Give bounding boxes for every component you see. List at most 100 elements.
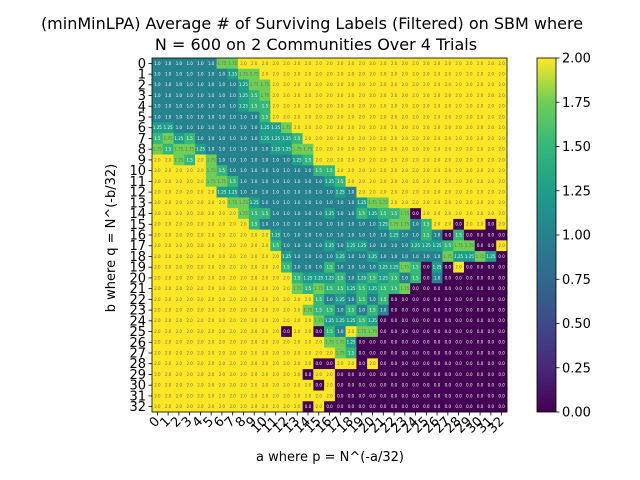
heatmap-cell-label: 2.0 (466, 147, 473, 152)
heatmap-cell-label: 1.0 (273, 189, 280, 194)
heatmap-cell-label: 2.0 (165, 275, 172, 280)
heatmap-cell-label: 0.0 (369, 372, 376, 377)
heatmap-cell (291, 240, 303, 252)
heatmap-cell (324, 154, 336, 166)
heatmap-cell (334, 208, 346, 220)
heatmap-cell (410, 326, 422, 338)
heatmap-cell-label: 2.0 (251, 254, 258, 259)
heatmap-cell-label: 2.0 (176, 179, 183, 184)
heatmap-cell-label: 2.0 (455, 147, 462, 152)
heatmap-cell-label: 0.0 (380, 350, 387, 355)
heatmap-cell-label: 2.0 (229, 372, 236, 377)
heatmap-cell (270, 304, 282, 316)
heatmap-cell-label: 0.0 (402, 372, 409, 377)
heatmap-cell-label: 1.0 (402, 243, 409, 248)
heatmap-cell (195, 79, 207, 91)
heatmap-cell-label: 2.0 (219, 383, 226, 388)
heatmap-cell-label: 1.5 (380, 297, 387, 302)
heatmap-cell (388, 122, 400, 134)
heatmap-cell-label: 2.0 (423, 179, 430, 184)
heatmap-cell (367, 122, 379, 134)
heatmap-cell (474, 186, 486, 198)
heatmap-cell-label: 2.0 (316, 71, 323, 76)
heatmap-cell (195, 111, 207, 123)
heatmap-cell (442, 165, 454, 177)
heatmap-cell (324, 208, 336, 220)
heatmap-cell (420, 90, 432, 102)
heatmap-cell-label: 2.0 (498, 61, 505, 66)
heatmap-cell (302, 186, 314, 198)
heatmap-cell-label: 0.0 (477, 265, 484, 270)
heatmap-cell-label: 0.0 (488, 307, 495, 312)
heatmap-cell (152, 336, 164, 348)
heatmap-cell (388, 208, 400, 220)
heatmap-cell-label: 2.0 (369, 71, 376, 76)
heatmap-cell-label: 1.5 (262, 114, 269, 119)
heatmap-cell-label: 2.0 (176, 307, 183, 312)
heatmap-cell-label: 1.75 (239, 71, 248, 76)
heatmap-cell (410, 100, 422, 112)
heatmap-cell (313, 315, 325, 327)
heatmap-cell (205, 208, 217, 220)
heatmap-cell-label: 2.0 (434, 200, 441, 205)
heatmap-cell-label: 2.0 (359, 147, 366, 152)
colorbar-tick-label: 0.75 (562, 273, 591, 288)
heatmap-cell-label: 2.0 (477, 211, 484, 216)
heatmap-cell (227, 58, 239, 70)
y-tick-label: 8 (138, 143, 146, 158)
heatmap-cell (485, 197, 497, 209)
heatmap-cell (248, 294, 260, 306)
heatmap-cell-label: 1.0 (273, 179, 280, 184)
heatmap-cell-label: 1.0 (240, 125, 247, 130)
heatmap-cell (302, 369, 314, 381)
heatmap-cell (388, 326, 400, 338)
heatmap-cell (388, 100, 400, 112)
heatmap-cell (345, 229, 357, 241)
heatmap-cell (259, 79, 271, 91)
heatmap-cell-label: 1.0 (240, 179, 247, 184)
heatmap-cell-label: 1.0 (316, 179, 323, 184)
heatmap-cell (442, 283, 454, 295)
heatmap-cell (345, 379, 357, 391)
heatmap-cell (259, 68, 271, 80)
heatmap-cell (248, 133, 260, 145)
heatmap-cell (291, 58, 303, 70)
heatmap-cell (195, 358, 207, 370)
heatmap-cell-label: 2.0 (208, 404, 215, 409)
heatmap-cell (173, 326, 185, 338)
heatmap-cell (431, 369, 443, 381)
heatmap-cell-label: 1.0 (337, 265, 344, 270)
heatmap-cell (442, 240, 454, 252)
heatmap-cell-label: 1.0 (219, 157, 226, 162)
heatmap-cell (442, 90, 454, 102)
heatmap-cell (162, 401, 174, 413)
heatmap-cell-label: 2.0 (240, 361, 247, 366)
heatmap-cell-label: 2.0 (165, 307, 172, 312)
heatmap-cell (227, 336, 239, 348)
heatmap-cell-label: 2.0 (348, 361, 355, 366)
heatmap-cell (399, 390, 411, 402)
heatmap-cell (302, 58, 314, 70)
heatmap-cell (324, 90, 336, 102)
heatmap-cell (485, 304, 497, 316)
heatmap-cell (259, 133, 271, 145)
heatmap-cell (377, 358, 389, 370)
heatmap-cell (410, 229, 422, 241)
heatmap-cell (420, 208, 432, 220)
heatmap-cell (442, 154, 454, 166)
heatmap-cell-label: 1.0 (165, 61, 172, 66)
heatmap-cell-label: 2.0 (359, 168, 366, 173)
heatmap-cell-label: 0.0 (498, 286, 505, 291)
heatmap-cell (248, 229, 260, 241)
heatmap-cell (205, 68, 217, 80)
heatmap-cell (173, 218, 185, 230)
heatmap-cell (227, 79, 239, 91)
heatmap-cell-label: 0.0 (369, 393, 376, 398)
heatmap-cell-label: 1.0 (402, 254, 409, 259)
heatmap-cell (270, 369, 282, 381)
heatmap-cell-label: 2.0 (229, 243, 236, 248)
heatmap-cell (442, 68, 454, 80)
heatmap-cell-label: 0.0 (488, 232, 495, 237)
heatmap-cell-label: 2.0 (434, 82, 441, 87)
heatmap-cell (324, 79, 336, 91)
